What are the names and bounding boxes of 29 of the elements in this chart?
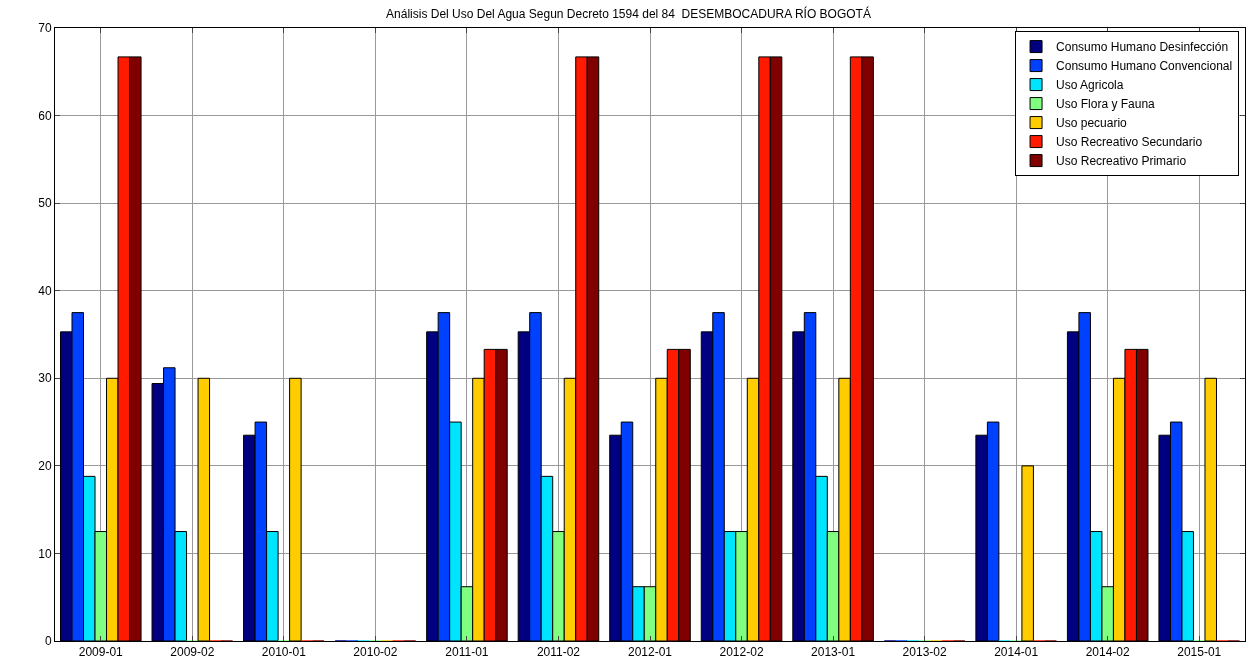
legend-label: Consumo Humano Desinfección [1056, 40, 1229, 55]
x-tick-label: 2012-01 [627, 645, 673, 660]
legend-label: Uso Recreativo Primario [1056, 154, 1187, 169]
x-tick-label: 2013-02 [902, 645, 947, 660]
legend-label: Consumo Humano Convencional [1056, 59, 1233, 74]
y-tick-label: 60 [38, 108, 52, 123]
x-tick-label: 2009-01 [78, 645, 124, 660]
y-tick-label: 40 [38, 283, 52, 298]
y-tick-label: 70 [38, 21, 52, 36]
legend-label: Uso pecuario [1056, 116, 1128, 131]
y-tick-label: 0 [44, 634, 52, 649]
x-tick-label: 2012-02 [719, 645, 764, 660]
legend-label: Uso Recreativo Secundario [1056, 135, 1203, 150]
x-tick-label: 2013-01 [811, 645, 856, 660]
x-tick-label: 2014-02 [1085, 645, 1131, 660]
x-tick-label: 2010-02 [353, 645, 398, 660]
x-tick-label: 2010-01 [261, 645, 307, 660]
y-tick-label: 10 [38, 546, 52, 561]
legend-label: Uso Flora y Fauna [1056, 97, 1156, 112]
y-tick-label: 20 [38, 459, 52, 474]
legend-label: Uso Agricola [1056, 78, 1124, 93]
y-tick-label: 50 [38, 196, 52, 211]
x-tick-label: 2009-02 [170, 645, 215, 660]
x-tick-label: 2011-02 [536, 645, 581, 660]
x-tick-label: 2014-01 [994, 645, 1039, 660]
x-tick-label: 2015-01 [1177, 645, 1222, 660]
x-tick-label: 2011-01 [445, 645, 489, 660]
y-tick-label: 30 [38, 371, 52, 386]
chart-title: Análisis Del Uso Del Agua Segun Decreto 1594 del 84 DESEMBOCADURA RÍO BOGOTÁ [386, 6, 871, 22]
